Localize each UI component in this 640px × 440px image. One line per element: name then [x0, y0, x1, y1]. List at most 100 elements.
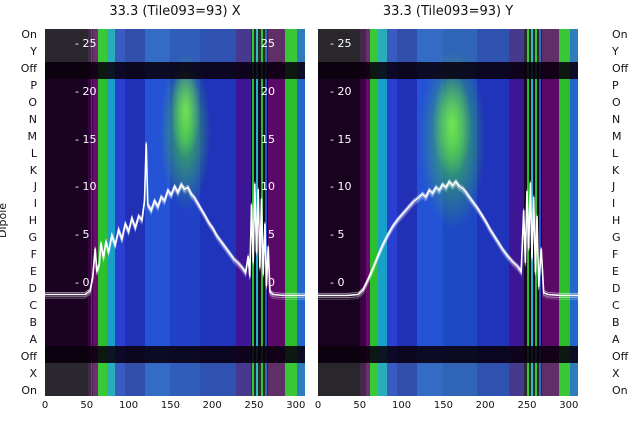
value-tick-label: - 5: [330, 228, 345, 242]
plot-title-x: 33.3 (Tile093=93) X: [109, 4, 241, 19]
x-tick-label: 300: [286, 400, 306, 411]
heatmap-band: [235, 29, 251, 396]
off-row-band: [45, 62, 305, 80]
off-row-band: [45, 345, 305, 363]
dipole-label: M: [27, 129, 38, 143]
dipole-label: M: [612, 129, 622, 143]
heatmap-stripe: [252, 29, 255, 396]
beam-profile-line: [45, 141, 305, 300]
x-tick-label: 100: [119, 400, 139, 411]
x-tick-label: 250: [244, 400, 264, 411]
x-axis-x: 0 50 100 150 200 250 300: [42, 400, 306, 417]
heatmap-band: [318, 29, 360, 396]
dipole-label: A: [612, 332, 620, 346]
heatmap-stripe: [255, 29, 258, 396]
value-tick-label: - 10: [330, 180, 352, 194]
dipole-label: P: [30, 78, 37, 92]
bright-row-overlay: [45, 29, 305, 46]
heatmap-band: [87, 29, 94, 396]
dipole-label: Off: [612, 61, 629, 75]
bright-row-overlay: [318, 379, 578, 396]
dipole-label: N: [28, 112, 37, 126]
x-tick-label: 150: [160, 400, 180, 411]
heatmap-band: [297, 29, 305, 396]
off-row-band: [318, 62, 578, 80]
value-tick-label: - 20: [75, 84, 97, 98]
dipole-label: F: [612, 248, 619, 262]
heatmap-band: [369, 29, 379, 396]
bright-row-overlay: [318, 45, 578, 63]
value-tick-label-right: 5: [268, 228, 275, 242]
dipole-label: On: [612, 28, 628, 41]
dipole-label: E: [30, 265, 37, 279]
x-tick-label: 200: [202, 400, 222, 411]
dipole-label: I: [33, 197, 37, 211]
dipole-label: I: [612, 197, 616, 211]
dipole-label: G: [612, 231, 621, 245]
dipole-label: N: [612, 112, 621, 126]
heatmap-x: - 25 - 20 - 15 - 10 - 5 - 0 25 20 15 10 5 0: [45, 29, 305, 396]
dipole-label: C: [612, 299, 620, 312]
heatmap-stripe: [264, 29, 267, 396]
value-tick-label-right: 10: [261, 180, 275, 194]
value-tick-label: - 0: [330, 276, 345, 289]
dipole-label: D: [612, 282, 621, 296]
beam-profile-line: [318, 178, 578, 300]
dipole-label: X: [29, 366, 37, 380]
value-tick-label: - 5: [75, 228, 90, 242]
x-axis-y: 0 50 100 150 200 250 300: [314, 400, 579, 417]
dipole-label: L: [612, 146, 619, 160]
heatmap-band: [508, 29, 525, 396]
x-tick-label: 300: [559, 400, 579, 411]
heatmap-band: [378, 29, 387, 396]
heatmap-band: [125, 29, 146, 396]
heatmap-band: [106, 29, 116, 396]
dipole-label: C: [29, 299, 37, 312]
heatmap-band: [386, 29, 398, 396]
dipole-label: G: [28, 231, 37, 245]
dipole-axis-left: On Y Off P O N M L K J I H G F E D C B A Off X On: [0, 29, 40, 396]
heatmap-stripe: [535, 29, 538, 396]
dipole-label: K: [612, 163, 620, 177]
dipole-axis-right: On Y Off P O N M L K J I H G F E D C B A Off X On: [612, 29, 640, 396]
dipole-label: L: [30, 146, 37, 160]
bright-row-overlay: [45, 362, 305, 380]
heatmap-y: - 25 - 20 - 15 - 10 - 5 - 0: [318, 29, 578, 396]
dipole-label: X: [612, 366, 620, 380]
value-tick-label-right: 20: [261, 84, 275, 98]
heatmap-band: [284, 29, 298, 396]
dipole-label: On: [21, 28, 37, 41]
value-tick-label: - 0: [75, 276, 90, 289]
plot-title-y: 33.3 (Tile093=93) Y: [382, 4, 514, 19]
dipole-label: H: [612, 214, 621, 228]
value-tick-label: - 25: [75, 37, 97, 50]
x-tick-label: 200: [475, 400, 495, 411]
value-tick-label: - 10: [75, 180, 97, 194]
heatmap-band: [93, 29, 98, 396]
heatmap-band: [570, 29, 578, 396]
heatmap-band: [542, 29, 559, 396]
value-tick-label: - 25: [330, 37, 352, 50]
heatmap-band: [115, 29, 126, 396]
heatmap-band: [365, 29, 370, 396]
heatmap-stripe: [538, 29, 541, 396]
dipole-label: F: [30, 248, 37, 262]
x-tick-label: 100: [392, 400, 412, 411]
value-tick-label: - 15: [75, 132, 97, 146]
dipole-label: Off: [612, 349, 629, 363]
heatmap-band: [97, 29, 107, 396]
off-row-band: [318, 345, 578, 363]
dipole-label: A: [29, 332, 37, 346]
x-tick-label: 0: [314, 400, 322, 411]
heatmap-band: [359, 29, 366, 396]
heatmap-stripe: [531, 29, 534, 396]
dipole-label: B: [612, 315, 620, 329]
heatmap-band: [45, 29, 88, 396]
dipole-label: Y: [612, 44, 619, 58]
dipole-label: P: [612, 78, 619, 92]
dipole-label: O: [28, 95, 37, 109]
heatmap-stripe: [90, 29, 92, 396]
value-tick-label-right: 25: [261, 37, 275, 50]
dipole-label: O: [612, 95, 621, 109]
